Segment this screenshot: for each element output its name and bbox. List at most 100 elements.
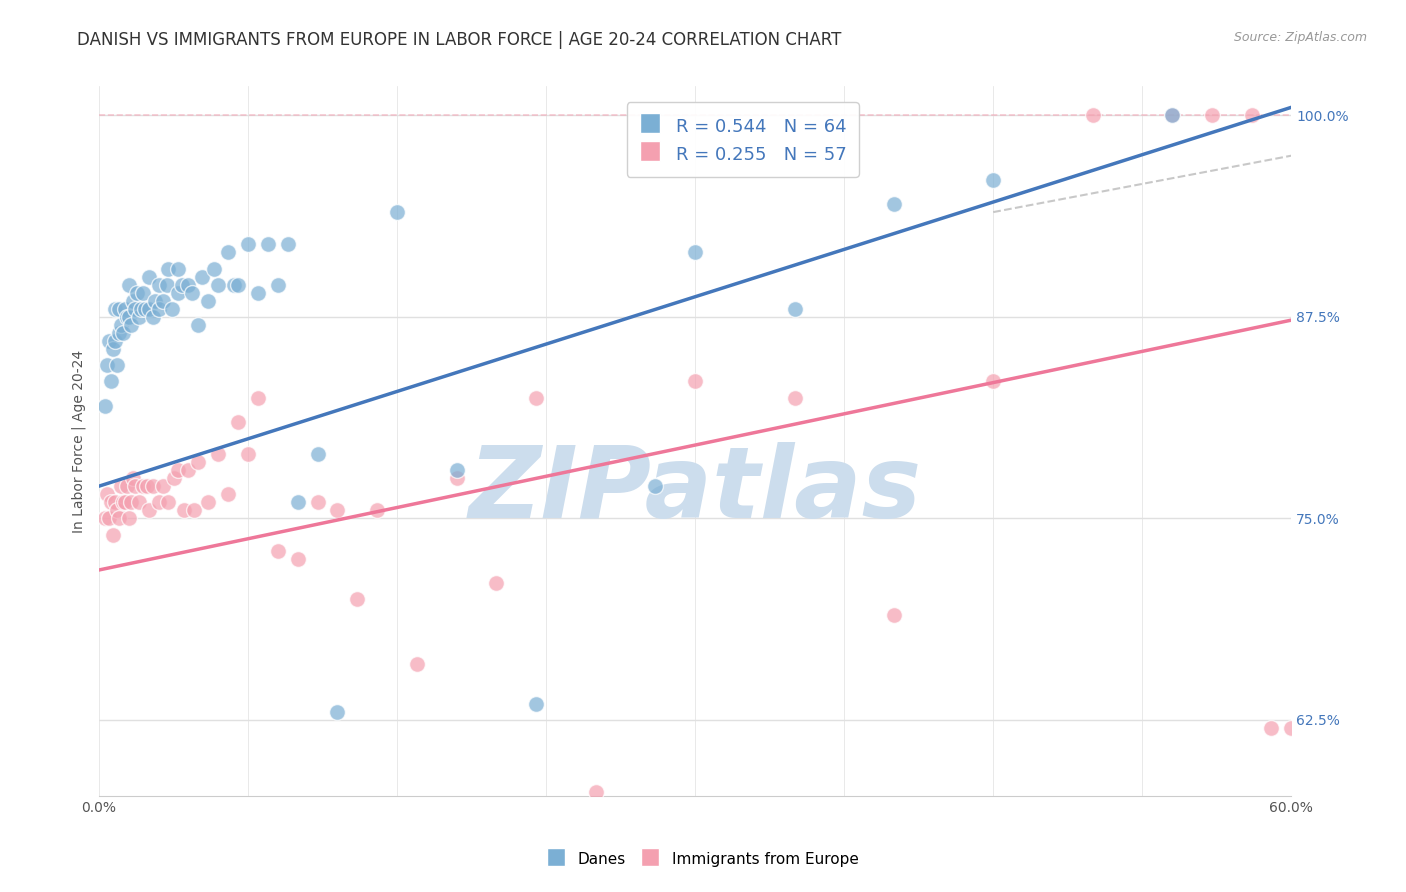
Text: ZIPatlas: ZIPatlas xyxy=(468,442,922,539)
Point xyxy=(124,479,146,493)
Point xyxy=(226,277,249,292)
Point xyxy=(118,277,141,292)
Point xyxy=(120,318,142,332)
Point xyxy=(446,471,468,485)
Point xyxy=(236,447,259,461)
Point xyxy=(267,543,290,558)
Point xyxy=(446,463,468,477)
Point xyxy=(125,285,148,300)
Point xyxy=(111,495,134,509)
Point xyxy=(94,511,117,525)
Point xyxy=(101,527,124,541)
Point xyxy=(134,301,156,316)
Y-axis label: In Labor Force | Age 20-24: In Labor Force | Age 20-24 xyxy=(72,350,86,533)
Point xyxy=(183,503,205,517)
Point xyxy=(138,269,160,284)
Point xyxy=(142,479,165,493)
Point xyxy=(246,391,269,405)
Point xyxy=(485,575,508,590)
Point xyxy=(307,447,329,461)
Point xyxy=(783,391,806,405)
Point xyxy=(197,293,219,308)
Point xyxy=(138,503,160,517)
Point xyxy=(406,657,429,671)
Point xyxy=(96,487,118,501)
Point xyxy=(108,301,131,316)
Point xyxy=(172,277,194,292)
Point xyxy=(157,495,180,509)
Point xyxy=(167,463,190,477)
Point xyxy=(101,342,124,356)
Point xyxy=(1240,108,1263,122)
Point xyxy=(143,293,166,308)
Point xyxy=(104,301,127,316)
Point xyxy=(118,511,141,525)
Point xyxy=(187,455,209,469)
Point xyxy=(157,261,180,276)
Point xyxy=(131,285,153,300)
Point xyxy=(100,375,122,389)
Point xyxy=(981,375,1004,389)
Point xyxy=(131,479,153,493)
Point xyxy=(217,245,239,260)
Point xyxy=(207,277,229,292)
Point xyxy=(148,277,170,292)
Point xyxy=(155,277,177,292)
Point xyxy=(129,301,152,316)
Point xyxy=(883,608,905,623)
Point xyxy=(1081,108,1104,122)
Point xyxy=(115,479,138,493)
Point xyxy=(1260,721,1282,735)
Point xyxy=(105,503,128,517)
Point xyxy=(1161,108,1184,122)
Point xyxy=(197,495,219,509)
Point xyxy=(1161,108,1184,122)
Point xyxy=(783,301,806,316)
Point xyxy=(1201,108,1223,122)
Point xyxy=(110,479,132,493)
Point xyxy=(524,391,547,405)
Point xyxy=(97,511,120,525)
Point xyxy=(148,495,170,509)
Point xyxy=(173,503,195,517)
Point xyxy=(524,697,547,711)
Point xyxy=(148,301,170,316)
Point xyxy=(366,503,388,517)
Point xyxy=(162,301,184,316)
Text: Source: ZipAtlas.com: Source: ZipAtlas.com xyxy=(1233,31,1367,45)
Point xyxy=(96,358,118,372)
Point xyxy=(104,334,127,348)
Point xyxy=(385,205,408,219)
Point xyxy=(167,285,190,300)
Point xyxy=(138,301,160,316)
Point xyxy=(163,471,186,485)
Point xyxy=(128,310,150,324)
Point xyxy=(346,592,368,607)
Point xyxy=(187,318,209,332)
Point xyxy=(110,318,132,332)
Point xyxy=(277,237,299,252)
Point xyxy=(121,471,143,485)
Point xyxy=(167,261,190,276)
Point xyxy=(108,511,131,525)
Point xyxy=(135,479,157,493)
Point xyxy=(142,310,165,324)
Point xyxy=(981,173,1004,187)
Point xyxy=(287,551,309,566)
Point xyxy=(222,277,245,292)
Point xyxy=(883,197,905,211)
Point xyxy=(246,285,269,300)
Point xyxy=(115,310,138,324)
Point xyxy=(326,503,349,517)
Point xyxy=(177,463,200,477)
Point xyxy=(683,245,706,260)
Point xyxy=(124,301,146,316)
Point xyxy=(202,261,225,276)
Point xyxy=(120,495,142,509)
Point xyxy=(226,415,249,429)
Point xyxy=(287,495,309,509)
Point xyxy=(152,293,174,308)
Point xyxy=(217,487,239,501)
Point xyxy=(121,293,143,308)
Point xyxy=(644,479,666,493)
